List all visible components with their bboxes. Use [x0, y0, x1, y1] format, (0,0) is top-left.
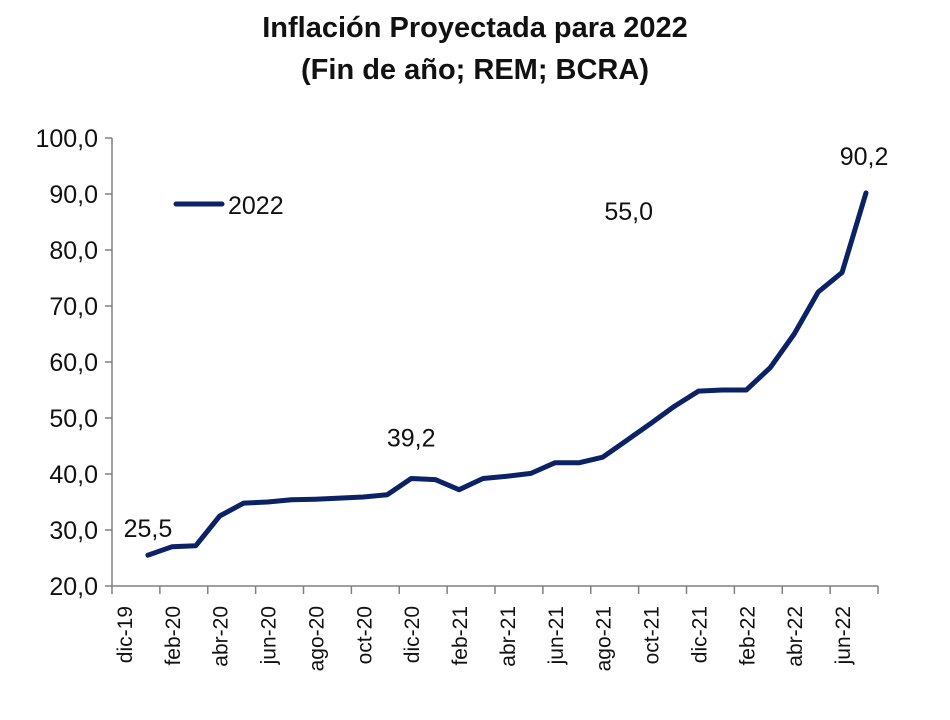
x-tick-label: oct-21: [641, 606, 664, 664]
x-tick-label: dic-21: [688, 606, 711, 663]
x-tick-label: ago-21: [593, 606, 616, 671]
data-label: 25,5: [124, 515, 173, 543]
x-tick-label: dic-19: [114, 606, 137, 663]
x-tick-label: jun-20: [258, 606, 281, 665]
y-tick-label: 50,0: [49, 405, 98, 433]
x-axis: dic-19 feb-20 abr-20 jun-20 ago-20 oct-20 dic-…: [111, 585, 879, 671]
y-tick-label: 40,0: [49, 461, 98, 489]
series-line-2022: [145, 190, 869, 558]
data-label: 90,2: [840, 143, 889, 171]
y-tick-label: 20,0: [49, 573, 98, 601]
y-tick-label: 100,0: [35, 125, 98, 153]
annotation-layer: 25,5 39,2 55,0 90,2: [124, 143, 889, 543]
data-label: 39,2: [387, 424, 436, 452]
legend-label: 2022: [228, 192, 284, 220]
x-tick-label: jun-21: [545, 606, 568, 665]
y-tick-label: 30,0: [49, 517, 98, 545]
x-tick-label: dic-20: [401, 606, 424, 663]
chart-subtitle: (Fin de año; REM; BCRA): [301, 54, 649, 86]
x-tick-label: feb-22: [736, 606, 759, 666]
legend: 2022: [173, 192, 284, 220]
x-tick-label: feb-20: [162, 606, 185, 666]
series-layer: [145, 190, 869, 558]
x-tick-label: abr-21: [497, 606, 520, 667]
y-tick-label: 80,0: [49, 237, 98, 265]
x-tick-label: oct-20: [353, 606, 376, 664]
y-axis: 20,0 30,0 40,0 50,0 60,0 70,0 80,0 90,0 100,0: [35, 125, 113, 601]
x-tick-label: jun-22: [832, 606, 855, 665]
chart-title: Inflación Proyectada para 2022: [262, 12, 688, 44]
x-tick-label: abr-22: [784, 606, 807, 667]
y-tick-label: 60,0: [49, 349, 98, 377]
x-tick-label: feb-21: [449, 606, 472, 666]
x-tick-label: ago-20: [305, 606, 328, 671]
y-tick-label: 90,0: [49, 181, 98, 209]
data-label: 55,0: [604, 198, 653, 226]
y-tick-label: 70,0: [49, 293, 98, 321]
x-tick-label: abr-20: [210, 606, 233, 667]
